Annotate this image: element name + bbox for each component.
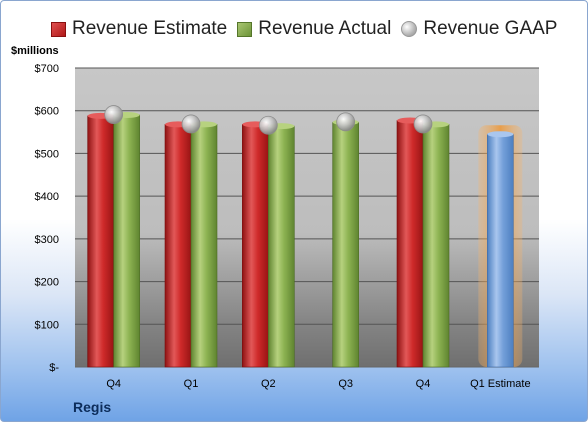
- marker-revenue-gaap: [413, 114, 433, 134]
- x-tick-label: Q4: [416, 378, 431, 390]
- bar-top-q1-estimate: [487, 131, 514, 138]
- y-tick-label: $700: [35, 63, 59, 75]
- bar-revenue-actual: [268, 125, 295, 368]
- y-tick-label: $-: [49, 362, 59, 374]
- legend-swatch-revenue-gaap: [401, 21, 418, 37]
- legend-label-revenue-estimate: Revenue Estimate: [72, 18, 228, 39]
- bar-revenue-actual: [113, 114, 140, 368]
- y-tick-label: $600: [35, 106, 59, 118]
- marker-revenue-gaap: [104, 105, 124, 124]
- y-tick-label: $500: [35, 148, 59, 160]
- legend-item-revenue-actual: Revenue Actual: [237, 18, 391, 40]
- y-tick-label: $300: [35, 234, 59, 246]
- marker-revenue-gaap: [181, 114, 201, 134]
- legend-item-revenue-gaap: Revenue GAAP: [401, 18, 557, 40]
- legend: Revenue Estimate Revenue Actual Revenue …: [51, 17, 567, 41]
- marker-revenue-gaap: [336, 112, 356, 132]
- legend-swatch-revenue-actual: [237, 21, 253, 37]
- x-tick-label: Q1: [184, 378, 199, 390]
- x-tick-label: Q4: [106, 378, 121, 390]
- x-tick-label: Q3: [338, 378, 353, 390]
- bar-revenue-estimate: [242, 124, 269, 368]
- plot-area: [75, 68, 539, 367]
- x-tick-label: Q2: [261, 378, 276, 390]
- legend-label-revenue-gaap: Revenue GAAP: [423, 18, 558, 39]
- bar-revenue-estimate: [396, 120, 424, 368]
- company-label: Regis: [73, 399, 112, 415]
- bar-q1-estimate: [487, 133, 514, 368]
- y-tick-label: $200: [35, 277, 59, 289]
- bar-revenue-estimate: [87, 115, 114, 368]
- y-tick-label: $400: [35, 191, 59, 203]
- legend-swatch-revenue-estimate: [51, 21, 66, 37]
- y-tick-label: $100: [35, 319, 59, 331]
- legend-item-revenue-estimate: Revenue Estimate: [51, 18, 227, 40]
- bar-revenue-actual: [332, 121, 359, 368]
- bar-revenue-actual: [422, 124, 450, 368]
- bar-revenue-actual: [190, 124, 218, 368]
- bar-revenue-estimate: [164, 124, 192, 368]
- marker-revenue-gaap: [258, 115, 278, 135]
- x-tick-label: Q1 Estimate: [470, 378, 531, 390]
- y-axis-unit-label: $millions: [11, 45, 59, 57]
- legend-label-revenue-actual: Revenue Actual: [258, 18, 392, 39]
